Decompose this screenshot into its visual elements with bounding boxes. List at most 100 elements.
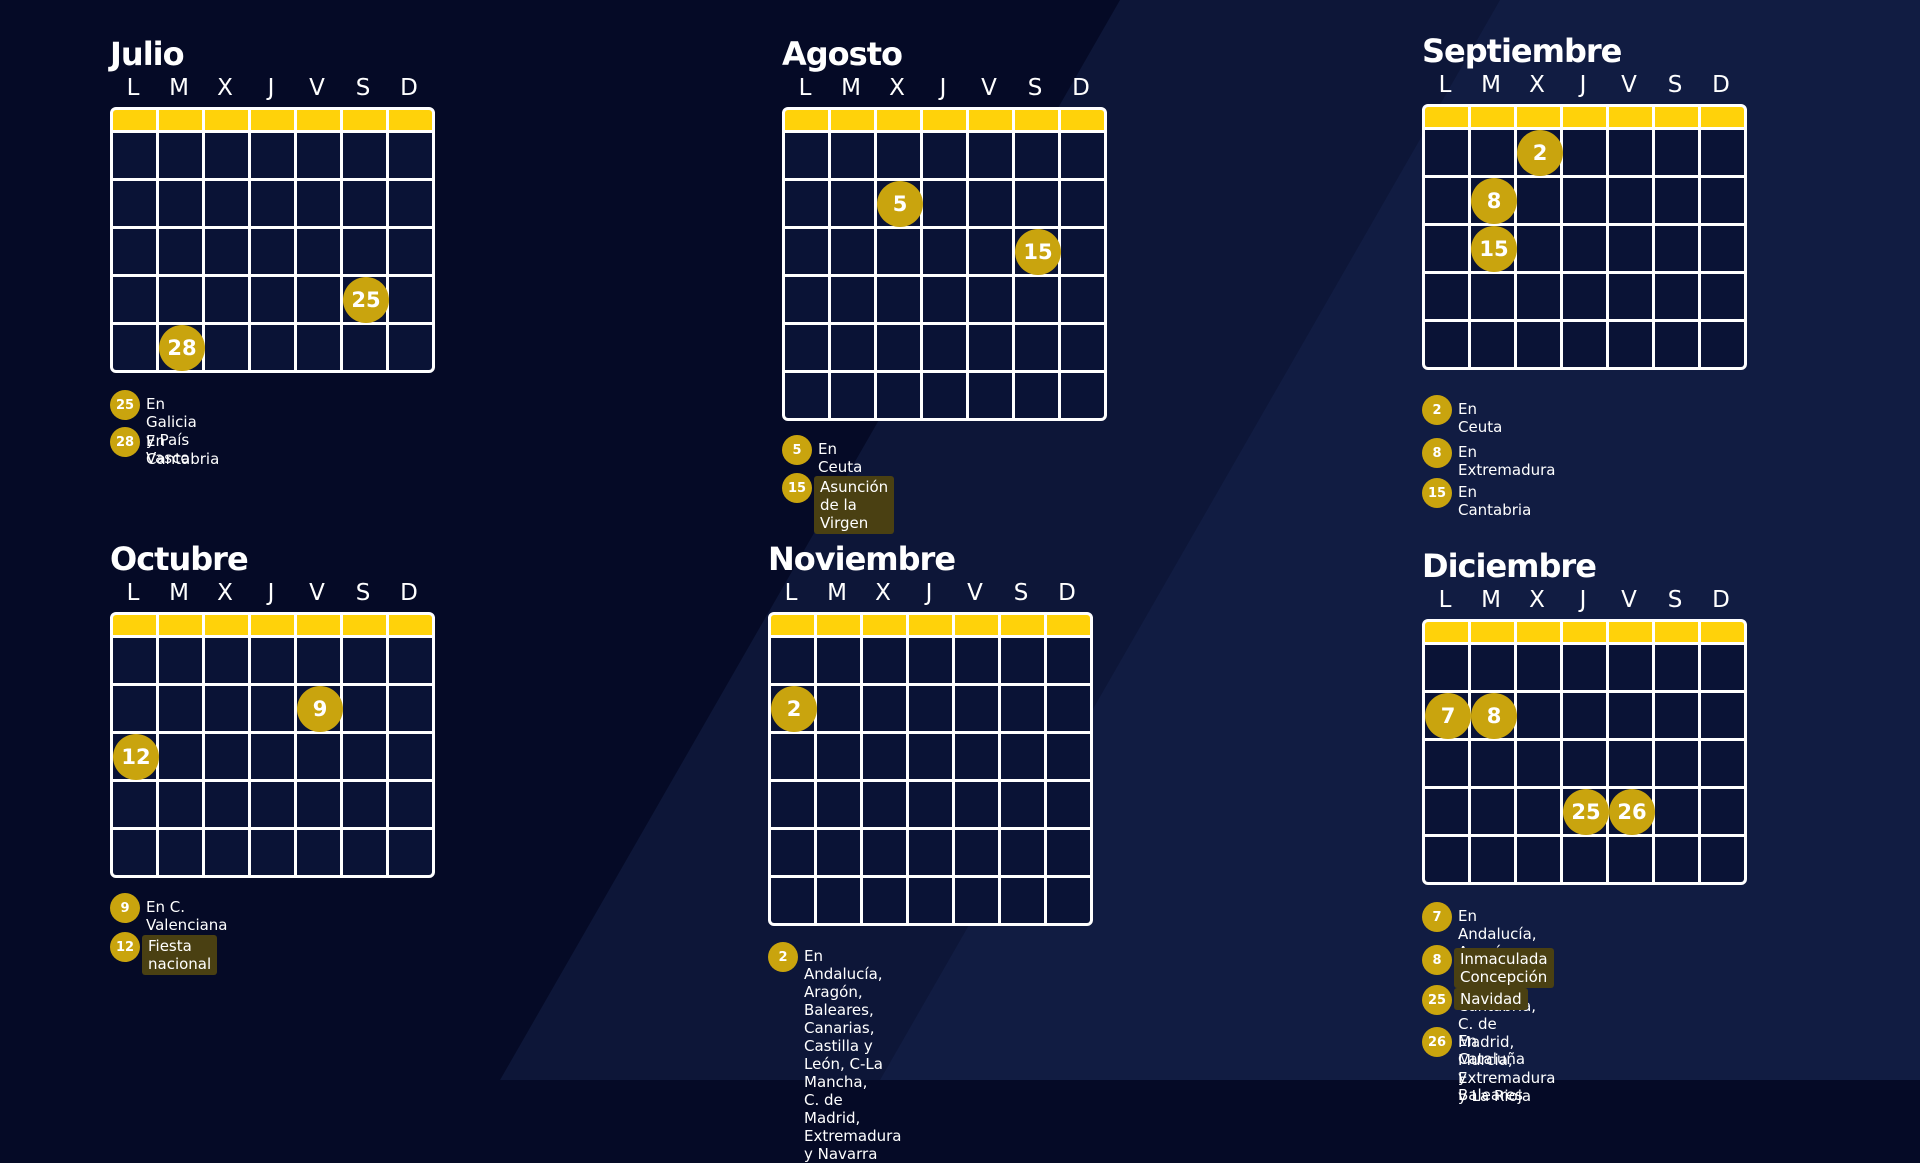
- grid-header-cell: [1655, 622, 1698, 642]
- day-cell: [1609, 645, 1652, 690]
- day-cell: [1701, 837, 1744, 882]
- day-cell: [1655, 226, 1698, 271]
- day-cell: [1061, 325, 1104, 370]
- grid-header-cell: [113, 110, 156, 130]
- day-cell: [1047, 686, 1090, 731]
- day-cell: [1015, 181, 1058, 226]
- day-cell: [1517, 837, 1560, 882]
- day-cell: [205, 133, 248, 178]
- day-cell: [343, 686, 386, 731]
- day-cell: [1471, 322, 1514, 367]
- day-cell: [251, 686, 294, 731]
- day-cell: [251, 133, 294, 178]
- day-cell: [771, 782, 814, 827]
- day-cell: [205, 181, 248, 226]
- grid-header-cell: [1471, 107, 1514, 127]
- day-cell: [1701, 645, 1744, 690]
- day-cell: [863, 782, 906, 827]
- legend-text: En Cantabria: [146, 432, 220, 468]
- day-cell: [297, 782, 340, 827]
- day-cell: [297, 133, 340, 178]
- month-title: Diciembre: [1422, 547, 1597, 585]
- day-cell: [955, 734, 998, 779]
- day-cell: [1563, 645, 1606, 690]
- grid-header-cell: [909, 615, 952, 635]
- day-cell: [1425, 645, 1468, 690]
- day-cell: [909, 734, 952, 779]
- grid-header-cell: [343, 110, 386, 130]
- holiday-marker: 9: [297, 686, 343, 732]
- day-cell: [205, 830, 248, 875]
- grid-header-cell: [1047, 615, 1090, 635]
- grid-header-cell: [1517, 107, 1560, 127]
- day-cell: [1701, 741, 1744, 786]
- day-cell: [785, 229, 828, 274]
- grid-header-cell: [1655, 107, 1698, 127]
- day-cell: [909, 782, 952, 827]
- legend-day-badge: 15: [1422, 478, 1452, 508]
- legend-day-badge: 9: [110, 893, 140, 923]
- grid-header-cell: [297, 615, 340, 635]
- day-cell: [297, 734, 340, 779]
- day-cell: [159, 277, 202, 322]
- day-cell: [1471, 741, 1514, 786]
- day-cell: [1425, 178, 1468, 223]
- weekday-label: D: [1712, 72, 1730, 98]
- legend-day-badge: 12: [110, 932, 140, 962]
- grid-header-cell: [1517, 622, 1560, 642]
- day-cell: [389, 277, 432, 322]
- day-cell: [955, 638, 998, 683]
- legend-item: 28 En Cantabria: [110, 427, 219, 468]
- weekday-label: M: [827, 580, 847, 606]
- holiday-marker: 26: [1609, 789, 1655, 835]
- holiday-marker: 5: [877, 181, 923, 227]
- grid-header-cell: [817, 615, 860, 635]
- day-cell: [1425, 741, 1468, 786]
- day-cell: [1001, 686, 1044, 731]
- legend-day-badge: 26: [1422, 1027, 1452, 1057]
- legend-item: 2 En Ceuta: [1422, 395, 1502, 436]
- day-cell: [389, 830, 432, 875]
- day-cell: [1001, 830, 1044, 875]
- grid-header-cell: [1061, 110, 1104, 130]
- day-cell: [343, 181, 386, 226]
- day-cell: [1701, 693, 1744, 738]
- day-cell: [1655, 130, 1698, 175]
- holiday-marker: 25: [343, 277, 389, 323]
- day-cell: [1425, 274, 1468, 319]
- legend-item: 5 En Ceuta: [782, 435, 862, 476]
- day-cell: [389, 181, 432, 226]
- holiday-marker: 2: [771, 686, 817, 732]
- legend-day-badge: 8: [1422, 438, 1452, 468]
- day-cell: [1001, 782, 1044, 827]
- grid-header-cell: [205, 110, 248, 130]
- grid-header-cell: [251, 615, 294, 635]
- grid-header-cell: [1563, 622, 1606, 642]
- day-cell: [817, 734, 860, 779]
- day-cell: [343, 229, 386, 274]
- weekday-label: S: [1667, 587, 1683, 613]
- weekday-label: J: [267, 75, 275, 101]
- day-cell: [389, 229, 432, 274]
- grid-header-cell: [771, 615, 814, 635]
- day-cell: [1609, 130, 1652, 175]
- legend-text: En Galicia y País Vasco: [146, 395, 197, 467]
- day-cell: [297, 277, 340, 322]
- day-cell: [909, 686, 952, 731]
- grid-header-cell: [1425, 622, 1468, 642]
- day-cell: [969, 229, 1012, 274]
- weekday-label: L: [1438, 587, 1452, 613]
- grid-header-cell: [251, 110, 294, 130]
- grid-header-cell: [1425, 107, 1468, 127]
- day-cell: [251, 229, 294, 274]
- day-cell: [251, 277, 294, 322]
- day-cell: [969, 133, 1012, 178]
- day-cell: [113, 181, 156, 226]
- weekday-label: X: [875, 580, 891, 606]
- day-cell: [297, 181, 340, 226]
- grid-header-cell: [1563, 107, 1606, 127]
- grid-header-cell: [923, 110, 966, 130]
